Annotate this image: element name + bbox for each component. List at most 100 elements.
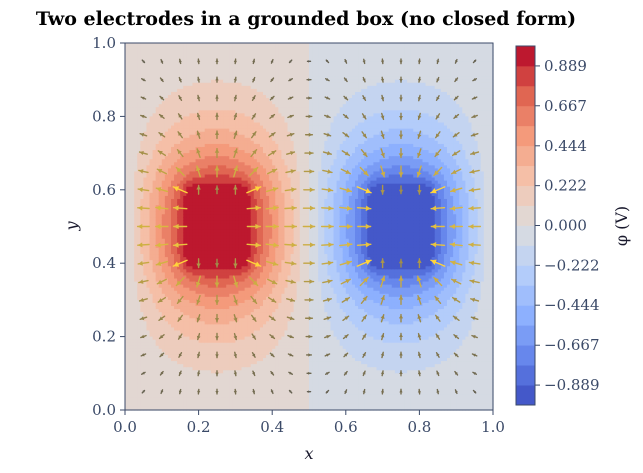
quiver-arrow [306,371,312,375]
quiver-arrow [342,334,349,340]
quiver-arrow [246,242,262,248]
quiver-arrow [172,242,188,248]
quiver-arrow [325,78,330,82]
quiver-arrow [342,113,349,119]
quiver-arrow [251,131,257,139]
x-tick-label: 0.2 [187,418,211,436]
quiver-arrow [197,351,201,359]
quiver-arrow [136,223,150,230]
quiver-arrow [303,279,315,284]
quiver-arrow [430,223,445,230]
quiver-arrow [302,205,316,211]
quiver-arrow [398,313,404,323]
quiver-arrow [398,185,404,195]
quiver-arrow [302,223,316,230]
quiver-arrow [197,388,201,395]
quiver-arrow [268,132,276,138]
quiver-arrow [324,96,331,100]
quiver-arrow [430,259,446,267]
quiver-arrow [284,260,297,266]
quiver-arrow [176,295,184,304]
quiver-arrow [449,223,463,230]
quiver-arrow [268,315,276,321]
quiver-arrow [380,76,385,83]
quiver-arrow [451,168,462,175]
quiver-arrow [449,242,463,248]
quiver-arrow [341,150,351,157]
quiver-arrow [362,388,366,395]
colorbar-level [516,65,535,87]
quiver-arrow [140,353,147,357]
quiver-arrow [361,131,367,139]
quiver-arrow [287,96,294,100]
quiver-arrow [435,351,440,358]
colorbar-level [516,305,535,326]
quiver-arrow [416,165,422,178]
x-tick-label: 0.8 [407,418,431,436]
quiver-arrow [196,112,201,121]
quiver-arrow [469,279,480,284]
quiver-arrow [233,370,237,377]
quiver-arrow [470,297,480,302]
quiver-arrow [417,184,422,195]
colorbar-tick-label: 0.222 [544,177,587,195]
quiver-arrow [339,260,353,266]
quiver-arrow [270,58,274,64]
quiver-arrow [321,260,334,266]
quiver-arrow [138,151,148,156]
quiver-arrow [417,332,422,341]
quiver-arrow [468,205,481,211]
quiver-arrow [321,242,334,248]
quiver-arrow [140,334,147,339]
quiver-arrow [249,166,259,177]
quiver-arrow [159,370,164,376]
quiver-arrow [380,275,386,288]
colorbar-tick-label: −0.444 [544,296,600,314]
quiver-arrow [322,151,332,156]
quiver-arrow [451,150,461,157]
quiver-arrow [380,294,385,305]
quiver-arrow [469,169,480,174]
quiver-arrow [196,130,201,139]
quiver-arrow [342,315,350,321]
quiver-arrow [433,276,443,287]
quiver-arrow [343,77,348,83]
quiver-arrow [323,132,332,137]
quiver-arrow [265,242,279,248]
x-tick-label: 1.0 [481,418,505,436]
quiver-arrow [380,388,385,395]
quiver-arrow [472,78,477,82]
quiver-arrow [156,168,167,175]
quiver-arrow [172,186,188,194]
quiver-arrow [399,76,403,83]
colorbar-level [516,285,535,306]
quiver-arrow [196,184,201,195]
quiver-arrow [159,77,164,83]
quiver-arrow [398,294,404,306]
quiver-arrow [449,260,463,266]
quiver-arrow [361,333,367,340]
quiver-arrow [305,353,313,357]
quiver-arrow [177,333,183,340]
quiver-arrow [284,223,298,230]
quiver-arrow [435,333,441,340]
quiver-arrow [160,58,164,64]
quiver-arrow [269,113,276,119]
quiver-arrow [177,314,183,322]
quiver-arrow [454,370,459,376]
quiver-arrow [360,295,368,304]
quiver-arrow [270,389,274,395]
quiver-arrow [380,130,385,139]
quiver-arrow [380,94,385,102]
quiver-arrow [453,95,459,101]
quiver-arrow [159,95,165,101]
quiver-arrows [136,58,482,395]
quiver-arrow [322,297,332,302]
quiver-arrow [265,187,279,193]
quiver-arrow [343,352,349,358]
quiver-arrow [246,259,262,267]
quiver-arrow [325,59,330,64]
y-tick-label: 0.8 [92,107,116,125]
quiver-arrow [398,258,404,268]
quiver-arrow [178,388,182,395]
